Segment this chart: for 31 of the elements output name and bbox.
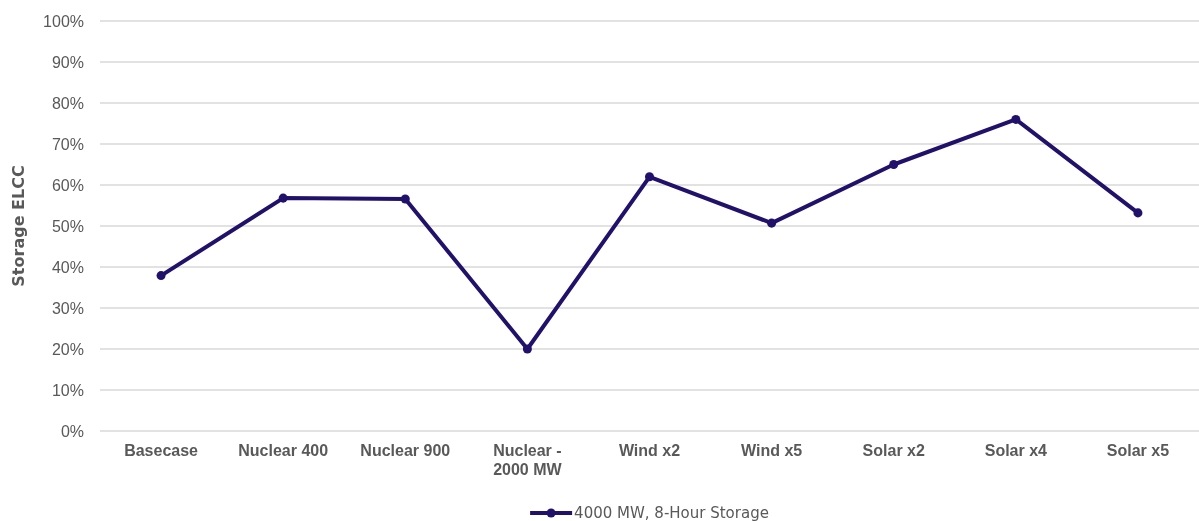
- y-tick-label: 90%: [51, 53, 84, 71]
- y-tick-label: 10%: [51, 381, 84, 399]
- x-tick-label: Nuclear - 2000 MW: [493, 442, 563, 479]
- y-tick-label: 80%: [51, 94, 84, 112]
- point: [644, 172, 655, 182]
- point: [1133, 208, 1143, 218]
- point: [1011, 114, 1021, 124]
- y-tick-label: 100%: [43, 12, 84, 30]
- x-tick-label: Wind x2: [618, 442, 681, 460]
- y-tick-label: 60%: [51, 176, 84, 194]
- x-tick-label: Nuclear 900: [360, 442, 451, 460]
- y-tick-label: 20%: [51, 340, 84, 358]
- point: [400, 194, 410, 204]
- y-tick-label: 70%: [51, 135, 84, 153]
- x-tick-label: Basecase: [124, 442, 199, 460]
- x-tick-label: Nuclear 400: [238, 442, 329, 460]
- point: [156, 271, 166, 281]
- x-tick-label: Solar x5: [1106, 442, 1170, 460]
- y-tick-label: 40%: [51, 258, 84, 276]
- x-tick-label: Solar x4: [984, 442, 1048, 460]
- y-axis-title: Storage ELCC: [9, 165, 28, 287]
- y-tick-label: 0%: [60, 422, 84, 440]
- point: [278, 193, 288, 203]
- x-tick-label: Wind x5: [741, 442, 803, 460]
- y-tick-label: 50%: [51, 217, 84, 235]
- y-tick-label: 30%: [51, 299, 84, 317]
- point: [889, 159, 899, 170]
- legend-label: 4000 MW, 8-Hour Storage: [574, 504, 769, 521]
- point: [767, 218, 777, 228]
- x-tick-label: Solar x2: [862, 442, 925, 460]
- point: [522, 344, 532, 354]
